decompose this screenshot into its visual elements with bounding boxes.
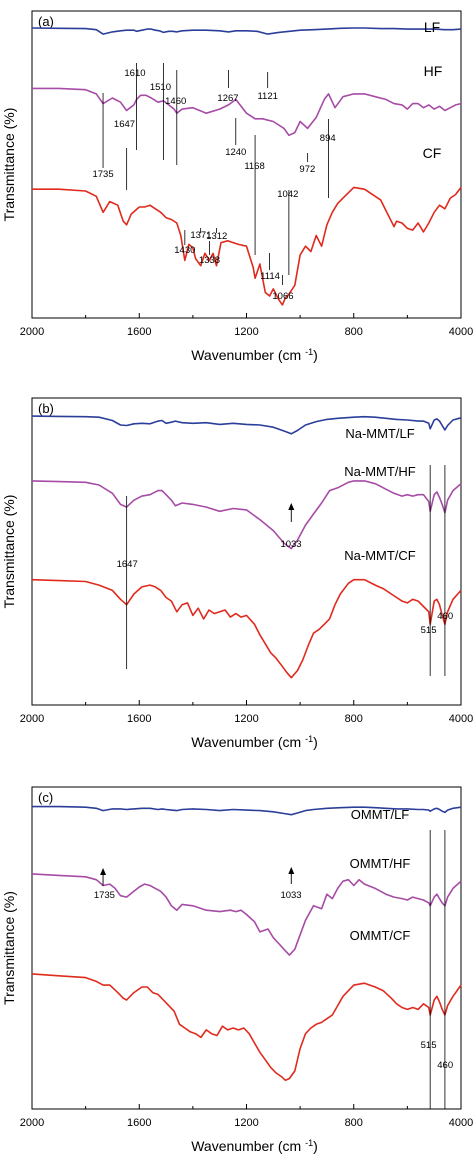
series-line-na-mmt-hf: [31, 480, 462, 550]
annotation-label: 894: [320, 133, 336, 144]
y-axis-label: Transmittance (%): [1, 108, 17, 222]
annotation-arrow-head: [288, 867, 295, 874]
legend-label: OMMT/HF: [350, 856, 411, 871]
annotation-label: 1121: [257, 91, 277, 102]
annotation-label: 1338: [199, 255, 220, 266]
series-line-na-mmt-cf: [31, 578, 462, 679]
x-tick-label: 1600: [127, 713, 151, 725]
legend-label: LF: [424, 19, 440, 35]
series-line-na-mmt-lf: [31, 415, 462, 435]
annotation-label: 1240: [225, 147, 246, 158]
panel-label: (b): [38, 401, 54, 416]
panel-c: (c) 2000 1600 1200 800 4000 Wavenumber (cm -1)…: [1, 786, 473, 1154]
x-tick-label: 2000: [20, 713, 44, 725]
x-tick-label: 4000: [449, 1117, 473, 1129]
annotation-label: 1312: [206, 231, 227, 242]
panel-b: (b) 2000 1600 1200 800 4000 Wavenumber (cm -1)…: [1, 397, 473, 750]
x-tick-label: 1200: [234, 326, 258, 338]
series-line-cf: [32, 186, 462, 306]
y-axis-label: Transmittance (%): [1, 495, 17, 609]
x-tick-label: 800: [345, 326, 363, 338]
x-tick-label: 1600: [127, 1117, 151, 1129]
legend-label: OMMT/LF: [351, 807, 410, 822]
annotation-label: 972: [299, 164, 315, 175]
annotation-label: 1735: [92, 169, 113, 180]
legend-label: CF: [423, 145, 442, 161]
y-axis-label: Transmittance (%): [1, 891, 17, 1005]
panel-label: (a): [38, 14, 54, 29]
x-tick-label: 4000: [449, 326, 473, 338]
annotation-label: 1114: [260, 271, 280, 282]
x-axis-label: Wavenumber (cm -1): [191, 1138, 318, 1154]
legend-label: Na-MMT/LF: [345, 426, 414, 441]
x-tick-label: 1200: [234, 1117, 258, 1129]
legend-label: HF: [424, 63, 443, 79]
annotation-label: 515: [421, 625, 437, 636]
legend-label: Na-MMT/HF: [344, 464, 416, 479]
annotation-label: 1042: [277, 189, 298, 200]
annotation-label: 1371: [190, 230, 211, 241]
annotation-label: 1430: [174, 245, 195, 256]
legend-label: Na-MMT/CF: [344, 548, 416, 563]
annotation-label: 1267: [217, 93, 238, 104]
x-tick-label: 2000: [20, 326, 44, 338]
annotation-label: 515: [421, 1040, 437, 1051]
x-tick-label: 1200: [234, 713, 258, 725]
x-axis-label: Wavenumber (cm -1): [191, 734, 318, 750]
plot-frame: [31, 786, 462, 1110]
x-tick-label: 4000: [449, 713, 473, 725]
annotation-label: 1610: [124, 68, 145, 79]
series-line-ommt-lf: [32, 805, 462, 816]
annotation-label: 1168: [244, 161, 264, 172]
legend-label: OMMT/CF: [350, 928, 411, 943]
x-tick-label: 800: [345, 713, 363, 725]
annotation-label: 1735: [94, 890, 115, 901]
annotation-arrow-head: [288, 503, 295, 510]
panel-label: (c): [38, 790, 53, 805]
annotation-label: 1066: [272, 291, 293, 302]
annotation-label: 1647: [114, 119, 135, 130]
annotation-arrow-head: [100, 868, 107, 875]
annotation-label: 460: [437, 1060, 453, 1071]
annotation-label: 460: [437, 611, 453, 622]
series-line-lf: [31, 27, 462, 35]
annotation-label: 1033: [280, 890, 301, 901]
series-line-hf: [32, 87, 462, 137]
x-tick-label: 800: [345, 1117, 363, 1129]
annotation-label: 1647: [117, 559, 138, 570]
x-axis-label: Wavenumber (cm -1): [191, 347, 318, 363]
series-line-ommt-hf: [31, 873, 462, 956]
panel-a: (a) 2000 1600 1200 800 4000 Wavenumber (cm -1)…: [1, 10, 473, 363]
annotation-label: 1510: [150, 82, 171, 93]
annotation-label: 1460: [165, 96, 186, 107]
x-tick-label: 2000: [20, 1117, 44, 1129]
x-tick-label: 1600: [127, 326, 151, 338]
series-line-ommt-cf: [31, 973, 462, 1082]
annotation-label: 1033: [280, 539, 301, 550]
